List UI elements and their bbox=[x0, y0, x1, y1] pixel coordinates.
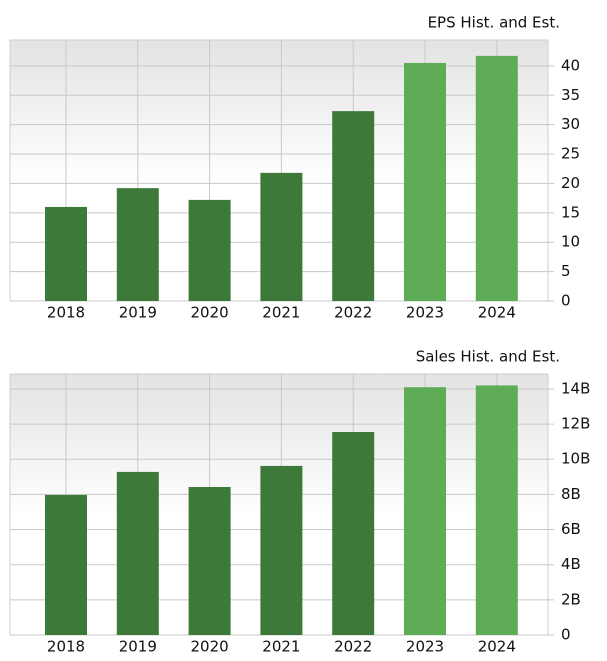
bar bbox=[260, 465, 303, 635]
x-tick-label: 2020 bbox=[191, 638, 229, 656]
bar bbox=[475, 385, 518, 635]
y-tick-label: 8B bbox=[561, 485, 581, 503]
y-tick-label: 14B bbox=[561, 379, 590, 397]
y-tick-label: 20 bbox=[561, 174, 580, 192]
bar bbox=[116, 471, 159, 635]
bar bbox=[475, 55, 518, 302]
bar bbox=[45, 206, 87, 301]
y-tick-label: 25 bbox=[561, 145, 580, 163]
x-tick-label: 2022 bbox=[334, 304, 372, 322]
bar bbox=[188, 199, 231, 301]
bar bbox=[332, 432, 375, 635]
x-tick-label: 2023 bbox=[406, 638, 444, 656]
x-tick-label: 2021 bbox=[262, 304, 300, 322]
y-tick-label: 4B bbox=[561, 555, 581, 573]
bar bbox=[116, 188, 159, 301]
x-tick-label: 2019 bbox=[119, 304, 157, 322]
y-tick-label: 10 bbox=[561, 233, 580, 251]
y-tick-label: 5 bbox=[561, 262, 571, 280]
x-tick-label: 2024 bbox=[478, 304, 516, 322]
bar bbox=[260, 172, 303, 301]
bar bbox=[404, 62, 446, 301]
y-tick-label: 40 bbox=[561, 56, 580, 74]
y-tick-label: 12B bbox=[561, 415, 590, 433]
x-tick-label: 2019 bbox=[119, 638, 157, 656]
x-tick-label: 2018 bbox=[47, 638, 85, 656]
y-tick-label: 35 bbox=[561, 86, 580, 104]
chart-title: EPS Hist. and Est. bbox=[428, 14, 560, 32]
chart-title: Sales Hist. and Est. bbox=[416, 348, 560, 366]
y-tick-label: 30 bbox=[561, 115, 580, 133]
x-tick-label: 2018 bbox=[47, 304, 85, 322]
y-tick-label: 0 bbox=[561, 626, 571, 644]
bar bbox=[404, 387, 446, 635]
x-tick-label: 2024 bbox=[478, 638, 516, 656]
x-tick-label: 2023 bbox=[406, 304, 444, 322]
bar bbox=[188, 487, 231, 635]
y-tick-label: 10B bbox=[561, 450, 590, 468]
y-tick-label: 6B bbox=[561, 520, 581, 538]
y-tick-label: 15 bbox=[561, 203, 580, 221]
x-tick-label: 2022 bbox=[334, 638, 372, 656]
x-tick-label: 2020 bbox=[191, 304, 229, 322]
bar bbox=[45, 494, 87, 635]
x-tick-label: 2021 bbox=[262, 638, 300, 656]
bar bbox=[332, 111, 375, 301]
y-tick-label: 2B bbox=[561, 590, 581, 608]
y-tick-label: 0 bbox=[561, 292, 571, 310]
